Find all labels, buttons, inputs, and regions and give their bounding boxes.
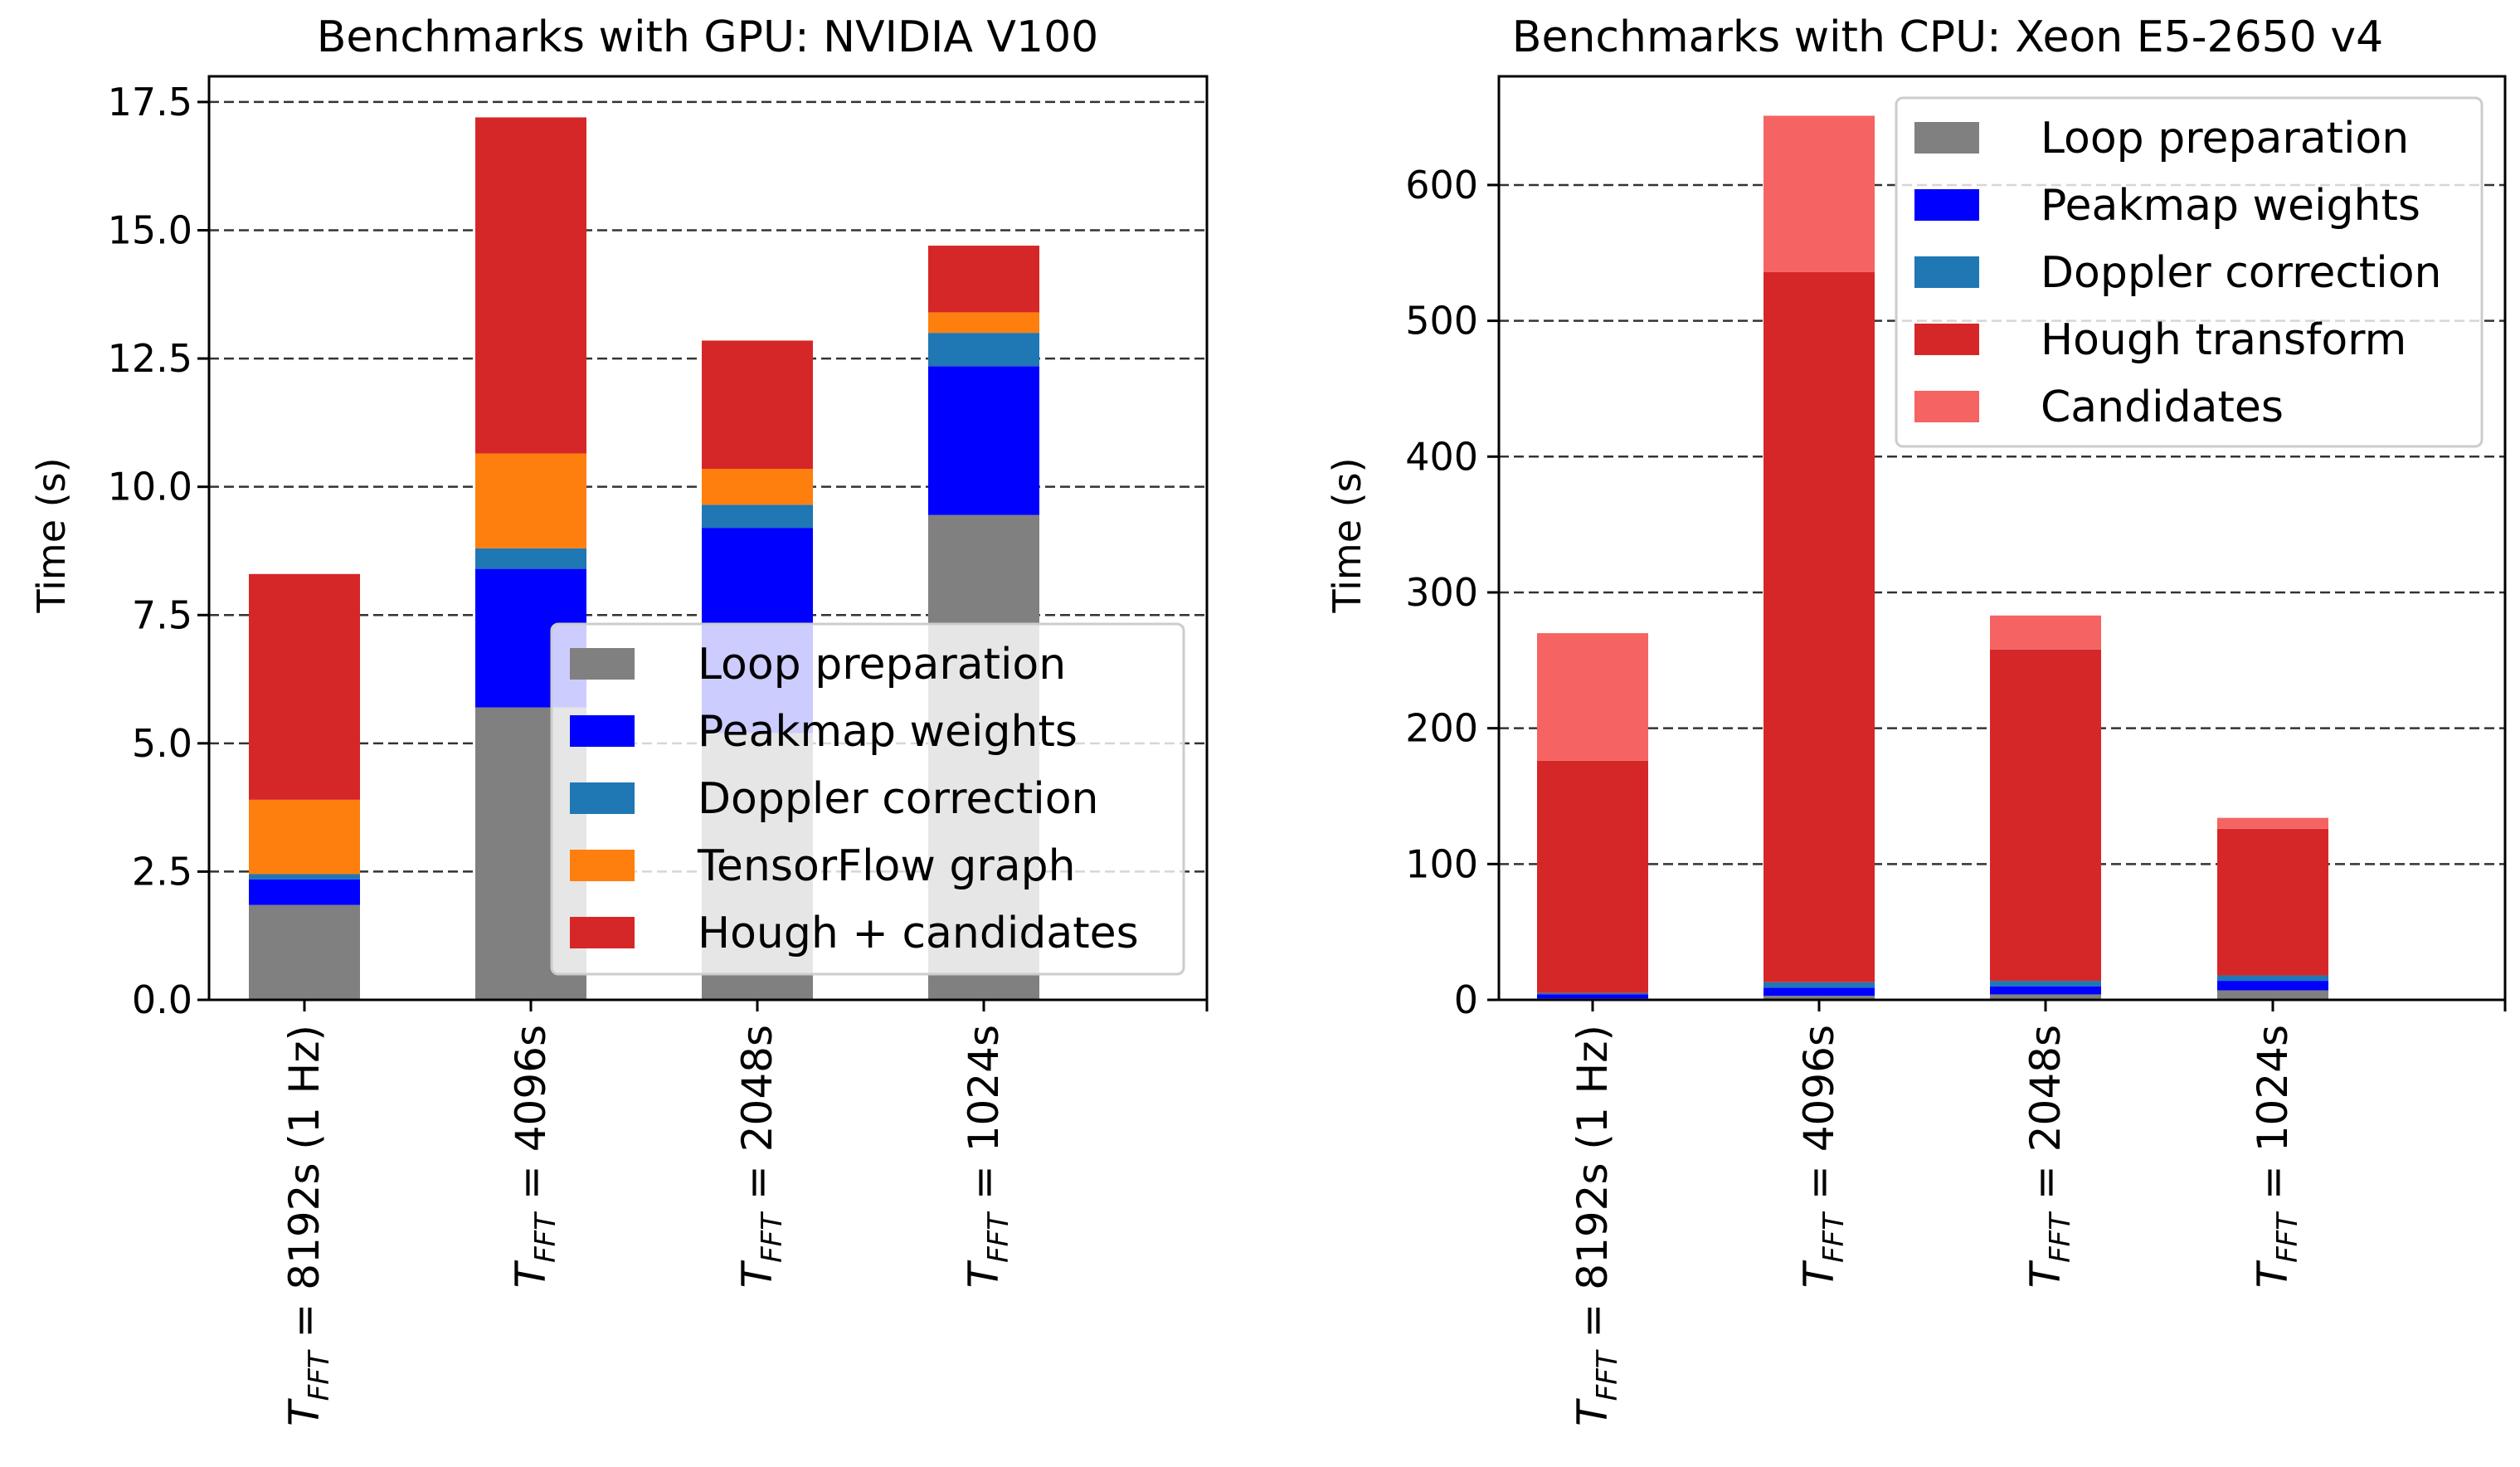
gpu-legend-label-peakmap-weights: Peakmap weights xyxy=(698,707,1078,757)
cpu-bar-candidates-3 xyxy=(1990,615,2101,650)
gpu-x-category-label: TFFT = 4096s xyxy=(507,1025,562,1288)
gpu-x-category-label: TFFT = 8192s (1 Hz) xyxy=(280,1025,336,1426)
cpu-bar-peakmap-weights-1 xyxy=(1537,994,1648,999)
cpu-bar-doppler-correction-4 xyxy=(2217,975,2328,982)
gpu-y-tick-label: 12.5 xyxy=(108,336,192,381)
cpu-legend-swatch-hough-transform xyxy=(1914,324,1979,355)
gpu-x-category-label: TFFT = 2048s xyxy=(733,1025,789,1288)
gpu-legend-label-doppler-correction: Doppler correction xyxy=(698,774,1099,824)
cpu-legend-swatch-loop-preparation xyxy=(1914,122,1979,154)
cpu-bar-hough-transform-4 xyxy=(2217,828,2328,976)
cpu-legend-label-candidates: Candidates xyxy=(2041,383,2284,432)
cpu-y-tick-label: 400 xyxy=(1405,434,1478,479)
gpu-bar-doppler-correction-3 xyxy=(702,504,813,529)
gpu-legend-swatch-tensorflow-graph xyxy=(570,850,635,881)
gpu-y-tick-label: 17.5 xyxy=(108,80,192,124)
cpu-bar-doppler-correction-2 xyxy=(1764,982,1875,988)
cpu-bar-hough-transform-3 xyxy=(1990,649,2101,982)
cpu-legend-swatch-doppler-correction xyxy=(1914,256,1979,288)
gpu-bar-hough-candidates-3 xyxy=(702,340,813,470)
cpu-y-tick-label: 0 xyxy=(1454,977,1478,1022)
cpu-x-category-label: TFFT = 2048s xyxy=(2021,1025,2077,1288)
gpu-bar-doppler-correction-2 xyxy=(475,548,586,569)
gpu-legend-label-hough-candidates: Hough + candidates xyxy=(698,909,1139,958)
cpu-plot-frame xyxy=(1497,75,2507,1002)
gpu-legend-swatch-peakmap-weights xyxy=(570,715,635,747)
gpu-y-tick-label: 5.0 xyxy=(132,721,192,766)
gpu-legend-swatch-doppler-correction xyxy=(570,782,635,814)
gpu-bar-doppler-correction-4 xyxy=(928,333,1039,367)
cpu-bar-hough-transform-1 xyxy=(1537,760,1648,993)
gpu-bar-peakmap-weights-4 xyxy=(928,366,1039,515)
cpu-bar-hough-transform-2 xyxy=(1764,271,1875,982)
gpu-y-tick-label: 2.5 xyxy=(132,849,192,894)
gpu-bar-tensorflow-graph-1 xyxy=(249,799,360,875)
cpu-legend-label-loop-preparation: Loop preparation xyxy=(2041,114,2409,163)
cpu-x-category-label: TFFT = 8192s (1 Hz) xyxy=(1569,1025,1624,1426)
cpu-y-tick-label: 300 xyxy=(1405,570,1478,615)
cpu-bar-peakmap-weights-3 xyxy=(1990,986,2101,995)
gpu-bar-hough-candidates-1 xyxy=(249,573,360,800)
gpu-y-tick-label: 10.0 xyxy=(108,465,192,509)
cpu-bar-loop-preparation-2 xyxy=(1764,996,1875,1000)
cpu-chart-panel: Benchmarks with CPU: Xeon E5-2650 v4 Tim… xyxy=(1325,12,2507,1426)
gpu-bar-loop-preparation-1 xyxy=(249,904,360,1000)
gpu-chart-panel: Benchmarks with GPU: NVIDIA V100 Time (s… xyxy=(29,12,1209,1426)
cpu-y-tick-label: 200 xyxy=(1405,706,1478,751)
cpu-legend-label-doppler-correction: Doppler correction xyxy=(2041,248,2442,298)
cpu-bar-candidates-4 xyxy=(2217,817,2328,829)
cpu-x-category-label: TFFT = 4096s xyxy=(1795,1025,1851,1288)
gpu-y-axis-label: Time (s) xyxy=(29,457,74,613)
cpu-bar-candidates-2 xyxy=(1764,115,1875,272)
cpu-y-tick-label: 100 xyxy=(1405,841,1478,886)
cpu-y-tick-label: 600 xyxy=(1405,163,1478,207)
cpu-y-axis-label: Time (s) xyxy=(1325,457,1369,613)
gpu-legend-label-tensorflow-graph: TensorFlow graph xyxy=(697,841,1076,891)
gpu-legend-swatch-hough-candidates xyxy=(570,917,635,948)
cpu-bar-loop-preparation-4 xyxy=(2217,990,2328,1000)
cpu-chart-title: Benchmarks with CPU: Xeon E5-2650 v4 xyxy=(1512,12,2383,62)
gpu-plot-frame xyxy=(207,75,1209,1002)
gpu-legend-label-loop-preparation: Loop preparation xyxy=(698,640,1066,690)
cpu-legend-swatch-candidates xyxy=(1914,391,1979,422)
cpu-legend-label-hough-transform: Hough transform xyxy=(2041,315,2406,365)
cpu-y-tick-label: 500 xyxy=(1405,299,1478,344)
cpu-bar-peakmap-weights-4 xyxy=(2217,981,2328,991)
cpu-x-category-label: TFFT = 1024s xyxy=(2249,1025,2304,1288)
cpu-legend: Loop preparation Peakmap weights Doppler c… xyxy=(1895,96,2484,448)
gpu-bar-doppler-correction-1 xyxy=(249,874,360,880)
gpu-x-category-label: TFFT = 1024s xyxy=(960,1025,1015,1288)
cpu-legend-label-peakmap-weights: Peakmap weights xyxy=(2041,181,2420,231)
cpu-bar-doppler-correction-3 xyxy=(1990,981,2101,987)
gpu-bar-tensorflow-graph-3 xyxy=(702,469,813,505)
cpu-bar-doppler-correction-1 xyxy=(1537,992,1648,995)
gpu-legend: Loop preparation Peakmap weights Doppler c… xyxy=(550,622,1185,976)
gpu-bar-hough-candidates-4 xyxy=(928,246,1039,313)
gpu-y-tick-label: 0.0 xyxy=(132,977,192,1022)
gpu-legend-swatch-loop-preparation xyxy=(570,648,635,680)
gpu-y-tick-label: 7.5 xyxy=(132,592,192,637)
gpu-bar-tensorflow-graph-2 xyxy=(475,453,586,548)
gpu-bar-tensorflow-graph-4 xyxy=(928,312,1039,334)
gpu-y-tick-label: 15.0 xyxy=(108,208,192,253)
cpu-bar-loop-preparation-3 xyxy=(1990,994,2101,1000)
gpu-bar-hough-candidates-2 xyxy=(475,117,586,454)
cpu-bar-peakmap-weights-2 xyxy=(1764,987,1875,997)
cpu-bars xyxy=(1537,115,2328,1000)
gpu-chart-title: Benchmarks with GPU: NVIDIA V100 xyxy=(317,12,1099,62)
gpu-bar-peakmap-weights-1 xyxy=(249,879,360,905)
cpu-legend-swatch-peakmap-weights xyxy=(1914,189,1979,221)
cpu-bar-candidates-1 xyxy=(1537,633,1648,761)
